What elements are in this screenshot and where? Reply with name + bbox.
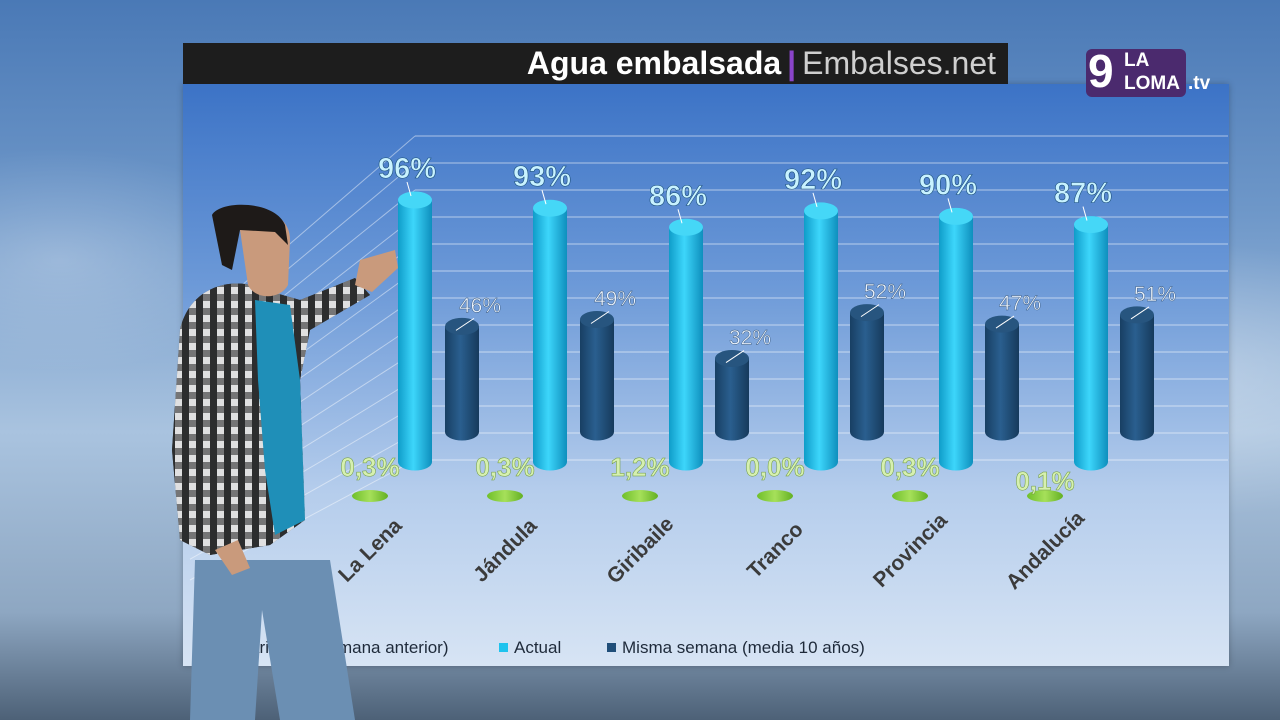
legend-item-actual: Actual [499,638,561,658]
source-label: Embalses.net [802,45,996,81]
leader-media-1 [590,311,610,324]
legend-item-media: Misma semana (media 10 años) [607,638,865,658]
leader-actual-0 [406,181,412,197]
title-text: Agua embalsada | Embalses.net [527,45,996,82]
leader-media-0 [455,317,475,331]
legend-swatch-actual [499,643,508,652]
chart-title: Agua embalsada [526,45,782,81]
logo-number: 9 [1088,45,1114,97]
logo-line1: LA [1124,50,1150,71]
bar-actual-4-body [939,216,973,471]
leader-actual-2 [677,209,683,224]
bar-actual-0 [398,191,432,471]
bar-media-0-body [445,326,479,441]
logo-line2: LOMA [1124,73,1180,94]
bar-media-2 [715,350,749,441]
label-actual-4: 90% [919,169,977,201]
logo-suffix: .tv [1188,73,1211,94]
label-media-4: 47% [999,292,1041,315]
bars [352,191,1154,502]
presenter-figure [172,204,398,720]
legend-label-media: Misma semana (media 10 años) [622,638,865,657]
bar-actual-5 [1074,216,1108,471]
bar-media-1 [580,311,614,441]
bar-variacion-4 [892,490,928,502]
bar-actual-3 [804,202,838,471]
leader-actual-5 [1082,206,1088,221]
bar-actual-0-top [398,191,432,209]
bar-actual-4 [939,207,973,471]
label-actual-1: 93% [513,161,571,193]
label-variacion-3: 0,0% [745,452,804,482]
bar-variacion-3 [757,490,793,502]
bar-actual-1-body [533,208,567,471]
label-media-5: 51% [1134,283,1176,306]
bar-variacion-1 [487,490,523,502]
bar-media-1-body [580,319,614,441]
label-actual-3: 92% [784,164,842,196]
label-variacion-5: 0,1% [1015,466,1074,496]
label-variacion-1: 0,3% [475,452,534,482]
label-media-2: 32% [729,327,771,350]
label-actual-2: 86% [649,180,707,212]
bar-actual-1 [533,199,567,471]
bar-actual-3-top [804,202,838,220]
bar-media-5-body [1120,314,1154,441]
label-media-1: 49% [594,288,636,311]
bar-variacion-0 [352,490,388,502]
bar-variacion-2 [622,490,658,502]
leader-media-3 [860,304,880,318]
title-separator: | [787,45,797,81]
bar-actual-0-body [398,200,432,471]
title-bar: Agua embalsada | Embalses.net [183,43,1008,84]
legend-swatch-media [607,643,616,652]
bar-actual-2-body [669,227,703,471]
label-variacion-2: 1,2% [610,452,669,482]
leader-actual-4 [947,198,953,213]
logo-box [1086,49,1186,97]
chart-panel [183,84,1229,666]
leader-media-4 [995,315,1015,329]
leader-actual-3 [812,192,818,208]
data-labels: 96% 46% 0,3% 93% 49% 0,3% 86% 32% 1,2% 92% 52% 0,0%… [340,153,1176,497]
label-actual-5: 87% [1054,178,1112,210]
label-variacion-4: 0,3% [880,452,939,482]
bar-actual-5-body [1074,224,1108,471]
bar-media-3-body [850,312,884,441]
bar-actual-2-top [669,218,703,236]
label-variacion-0: 0,3% [340,452,399,482]
bar-actual-5-top [1074,216,1108,234]
label-media-3: 52% [864,281,906,304]
bar-actual-2 [669,218,703,471]
bar-media-2-body [715,358,749,441]
bar-actual-1-top [533,199,567,217]
leader-actual-1 [541,190,547,205]
bar-variacion-5 [1027,490,1063,502]
bar-media-4-body [985,324,1019,441]
label-actual-0: 96% [378,153,436,185]
bar-actual-4-top [939,207,973,225]
bar-actual-3-body [804,210,838,471]
legend-label-actual: Actual [514,638,562,657]
leader-media-5 [1130,306,1150,320]
channel-logo: 9 LA LOMA .tv [1086,45,1210,97]
label-media-0: 46% [459,294,501,317]
leader-media-2 [725,350,745,363]
